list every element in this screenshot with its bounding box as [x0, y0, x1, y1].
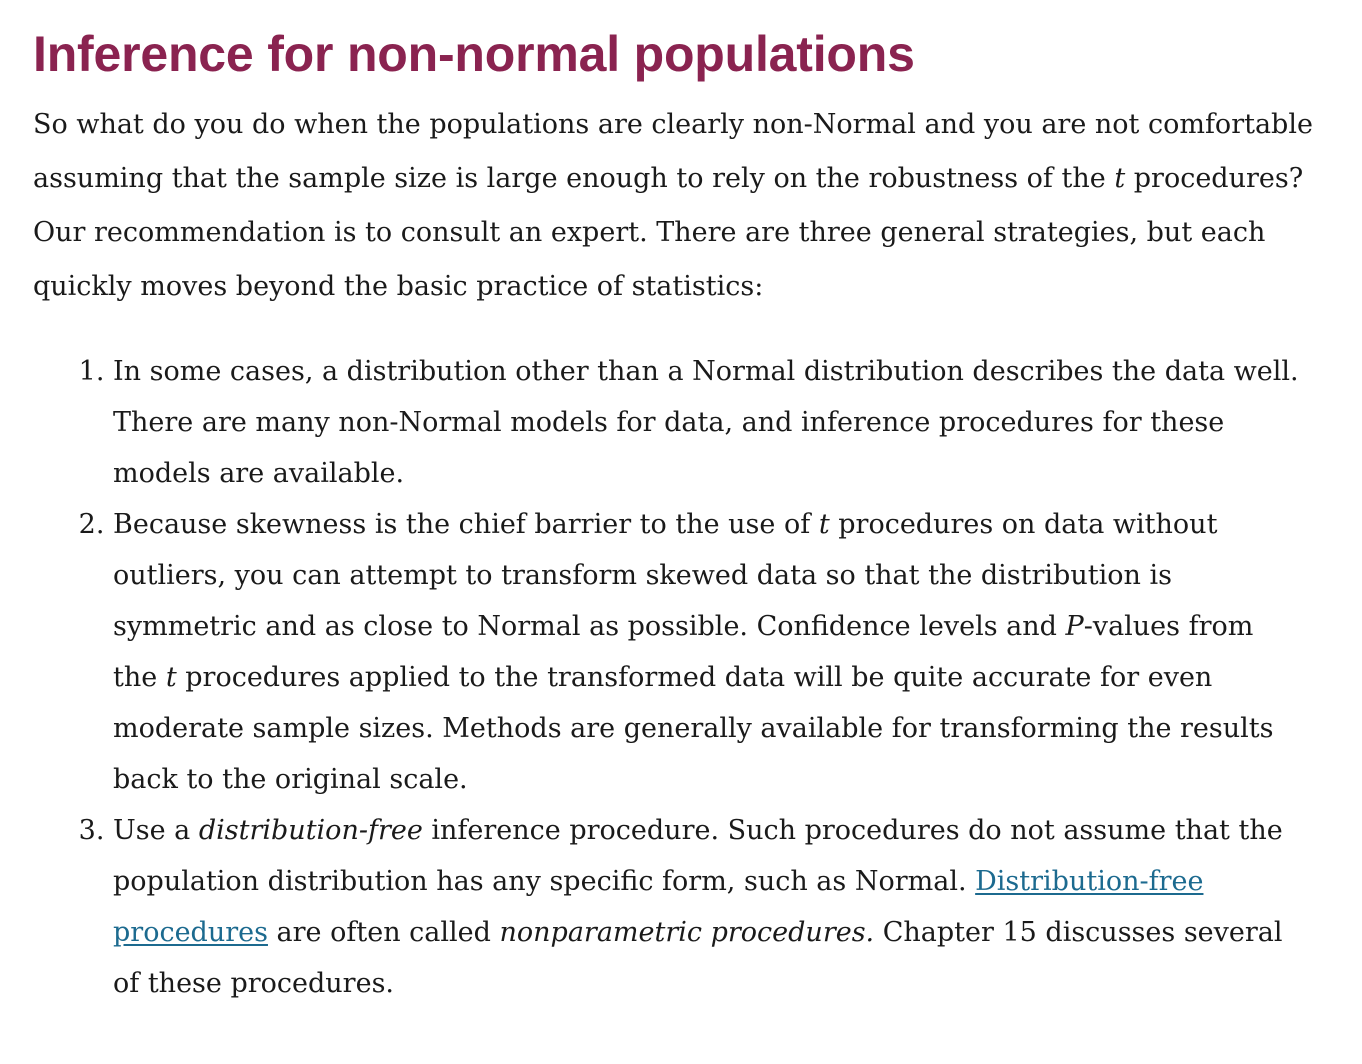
item-2-text-2: procedures on data without outliers, you… [113, 509, 1218, 642]
t-symbol: t [165, 662, 177, 693]
item-2-text-4: procedures applied to the transformed da… [113, 662, 1274, 795]
p-symbol: P [1065, 611, 1084, 642]
emphasis-distribution-free: distribution-free [198, 815, 423, 846]
item-1-text: In some cases, a distribution other than… [113, 356, 1299, 489]
list-item: In some cases, a distribution other than… [113, 346, 1303, 499]
intro-text-2: procedures? Our recommendation is to con… [33, 163, 1304, 302]
t-symbol: t [1114, 163, 1126, 194]
distribution-free-procedures-link[interactable]: Distribution-free procedures [113, 866, 1204, 948]
t-symbol: t [818, 509, 830, 540]
intro-paragraph: So what do you do when the populations a… [33, 98, 1333, 314]
document-page: Inference for non-normal populations So … [33, 0, 1333, 1009]
item-3-text-2: inference procedure. Such procedures do … [113, 815, 1283, 897]
emphasis-nonparametric: nonparametric procedures. [499, 917, 875, 948]
list-item: Because skewness is the chief barrier to… [113, 499, 1303, 805]
item-3-text-1: Use a [113, 815, 199, 846]
item-2-text-3: -values from the [113, 611, 1254, 693]
item-2-text-1: Because skewness is the chief barrier to… [113, 509, 819, 540]
item-3-text-3: are often called [267, 917, 500, 948]
item-3-text-4: Chapter 15 discusses several of these pr… [113, 917, 1283, 999]
intro-text-1: So what do you do when the populations a… [33, 109, 1313, 194]
section-heading: Inference for non-normal populations [33, 26, 915, 82]
list-item: Use a distribution-free inference proced… [113, 805, 1303, 1009]
strategy-list: In some cases, a distribution other than… [33, 346, 1303, 1009]
